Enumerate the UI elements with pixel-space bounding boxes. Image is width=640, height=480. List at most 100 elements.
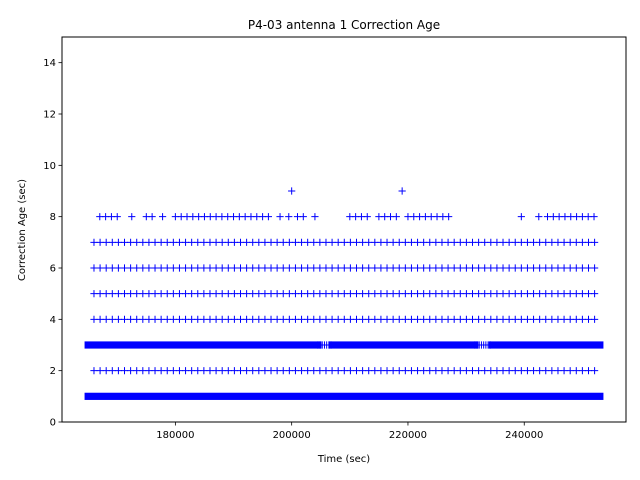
data-point bbox=[169, 290, 177, 298]
data-point bbox=[102, 264, 110, 272]
data-point bbox=[291, 264, 300, 272]
data-point bbox=[291, 238, 300, 246]
data-point bbox=[365, 367, 373, 375]
data-point bbox=[267, 367, 275, 375]
data-point bbox=[90, 315, 98, 323]
data-point bbox=[102, 238, 110, 246]
data-point bbox=[584, 367, 593, 375]
data-point bbox=[285, 290, 293, 298]
data-point bbox=[310, 264, 318, 272]
y-axis-ticks: 0 2 4 6 8 10 12 14 bbox=[43, 58, 62, 429]
data-point bbox=[230, 315, 238, 323]
data-point bbox=[157, 264, 165, 272]
data-point bbox=[413, 367, 422, 375]
data-point bbox=[218, 315, 226, 323]
data-point bbox=[194, 264, 202, 272]
data-point bbox=[426, 290, 434, 298]
data-point bbox=[395, 264, 403, 272]
data-point bbox=[346, 264, 354, 272]
data-point bbox=[554, 290, 562, 298]
data-point bbox=[279, 238, 287, 246]
data-point bbox=[133, 315, 141, 323]
data-point bbox=[224, 315, 232, 323]
data-point bbox=[420, 367, 428, 375]
data-point bbox=[444, 264, 452, 272]
data-point bbox=[505, 367, 513, 375]
data-point bbox=[487, 367, 495, 375]
data-point bbox=[444, 367, 452, 375]
data-point bbox=[243, 238, 251, 246]
data-point bbox=[383, 315, 391, 323]
data-point bbox=[316, 367, 324, 375]
data-point bbox=[188, 315, 196, 323]
data-point bbox=[157, 238, 165, 246]
data-point bbox=[230, 367, 238, 375]
data-point bbox=[517, 213, 525, 221]
data-point bbox=[572, 367, 580, 375]
data-point bbox=[462, 290, 470, 298]
data-point bbox=[566, 367, 574, 375]
data-point bbox=[548, 290, 556, 298]
data-point bbox=[108, 315, 116, 323]
data-point bbox=[591, 367, 599, 375]
data-point bbox=[311, 213, 319, 221]
data-point bbox=[175, 367, 184, 375]
data-point bbox=[523, 367, 532, 375]
data-point bbox=[169, 367, 177, 375]
data-point bbox=[255, 367, 263, 375]
data-point bbox=[328, 290, 336, 298]
data-point bbox=[120, 238, 129, 246]
data-point bbox=[395, 238, 403, 246]
data-point bbox=[499, 238, 507, 246]
data-point bbox=[475, 264, 483, 272]
data-point bbox=[327, 341, 335, 349]
data-point bbox=[194, 290, 202, 298]
data-point bbox=[236, 315, 245, 323]
data-point bbox=[255, 264, 263, 272]
data-point bbox=[529, 238, 538, 246]
data-point bbox=[200, 264, 208, 272]
data-point bbox=[224, 264, 232, 272]
data-point bbox=[542, 315, 550, 323]
data-point bbox=[444, 290, 452, 298]
data-point bbox=[340, 290, 348, 298]
data-point bbox=[432, 238, 440, 246]
data-point bbox=[401, 238, 409, 246]
data-point bbox=[456, 290, 464, 298]
plot-frame bbox=[61, 36, 627, 423]
data-point bbox=[584, 315, 593, 323]
y-tick-label: 8 bbox=[50, 212, 56, 223]
data-band-y3 bbox=[328, 341, 479, 349]
data-point bbox=[310, 315, 318, 323]
data-point bbox=[352, 238, 361, 246]
data-point bbox=[542, 367, 550, 375]
data-point bbox=[108, 290, 116, 298]
data-point bbox=[285, 315, 293, 323]
data-point bbox=[267, 290, 275, 298]
data-point bbox=[420, 290, 428, 298]
data-point bbox=[127, 315, 135, 323]
data-point bbox=[175, 238, 184, 246]
data-point bbox=[363, 213, 371, 221]
x-axis-label: Time (sec) bbox=[317, 454, 370, 465]
data-point bbox=[468, 367, 477, 375]
data-point bbox=[230, 264, 238, 272]
data-point bbox=[334, 290, 342, 298]
data-point bbox=[432, 315, 440, 323]
data-point bbox=[151, 315, 159, 323]
data-point bbox=[462, 367, 470, 375]
data-point bbox=[560, 367, 568, 375]
data-point bbox=[536, 367, 544, 375]
data-point bbox=[316, 264, 324, 272]
data-point bbox=[468, 264, 477, 272]
data-point bbox=[127, 367, 135, 375]
data-point bbox=[475, 315, 483, 323]
data-point bbox=[389, 290, 397, 298]
data-point bbox=[273, 264, 281, 272]
data-point bbox=[542, 264, 550, 272]
data-point bbox=[181, 367, 190, 375]
data-point bbox=[450, 315, 458, 323]
data-point bbox=[468, 290, 477, 298]
data-point bbox=[487, 264, 495, 272]
data-point bbox=[486, 341, 494, 349]
